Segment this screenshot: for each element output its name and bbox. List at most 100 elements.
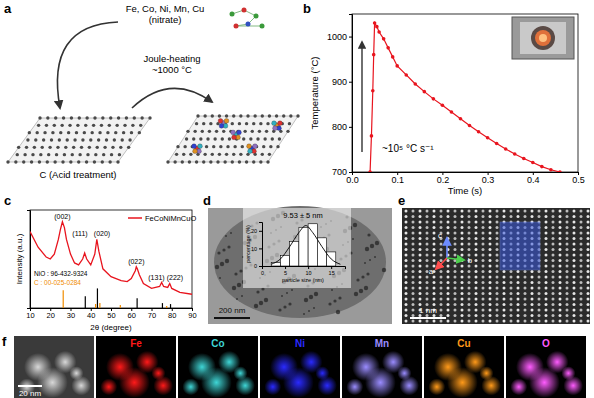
lattice-dot: [559, 232, 562, 235]
carbon-atom: [221, 137, 224, 140]
lattice-dot: [531, 287, 534, 290]
lattice-dot: [468, 248, 471, 251]
lattice-dot: [447, 265, 450, 268]
lattice-dot: [468, 309, 471, 312]
carbon-atom: [59, 131, 62, 134]
lattice-dot: [447, 314, 450, 317]
lattice-dot: [468, 281, 471, 284]
lattice-dot: [447, 210, 450, 213]
lattice-dot: [538, 215, 541, 218]
carbon-atom: [50, 138, 53, 141]
lattice-dot: [552, 292, 555, 295]
lattice-dot: [545, 221, 548, 224]
lattice-dot: [461, 309, 464, 312]
carbon-atom: [53, 160, 56, 163]
carbon-atom: [96, 146, 99, 149]
lattice-dot: [412, 226, 415, 229]
lattice-dot: [468, 226, 471, 229]
lattice-dot: [440, 221, 443, 224]
data-point: [459, 117, 463, 121]
lattice-dot: [566, 287, 569, 290]
nanoparticle: [286, 292, 288, 294]
lattice-dot: [552, 215, 555, 218]
carbon-atom: [76, 124, 79, 127]
eds-tile: O: [506, 336, 586, 398]
data-point: [370, 134, 374, 138]
nanoparticle: [354, 292, 358, 296]
reference-stem: [97, 288, 98, 308]
lattice-dot: [426, 210, 429, 213]
lattice-dot: [454, 215, 457, 218]
schematic: Fe, Co, Ni, Mn, Cu(nitrate)Joule-heating…: [6, 3, 299, 180]
precursor-text: (nitrate): [149, 14, 182, 25]
lattice-dot: [475, 265, 478, 268]
lattice-dot: [475, 215, 478, 218]
lattice-dot: [489, 287, 492, 290]
carbon-atom: [231, 160, 234, 163]
lattice-dot: [482, 232, 485, 235]
carbon-atom: [102, 153, 105, 156]
lattice-dot: [433, 215, 436, 218]
nanoparticle: [225, 259, 229, 263]
signal-blob: [561, 366, 575, 380]
lattice-dot: [496, 292, 499, 295]
lattice-dot: [482, 276, 485, 279]
lattice-dot: [573, 320, 576, 323]
lattice-dot: [538, 270, 541, 273]
signal-blob: [397, 366, 411, 380]
lattice-dot: [412, 270, 415, 273]
carbon-atom: [218, 114, 221, 117]
carbon-atom: [238, 122, 241, 125]
lattice-dot: [573, 254, 576, 257]
carbon-atom: [78, 153, 81, 156]
lattice-dot: [433, 287, 436, 290]
carbon-atom: [28, 131, 31, 134]
carbon-atom: [289, 114, 292, 117]
lattice-dot: [482, 292, 485, 295]
axis-line: [263, 267, 346, 270]
lattice-dot: [580, 303, 583, 306]
precursor-molecule: [230, 8, 265, 29]
metal-atom: [278, 121, 283, 126]
tick-mark: [349, 127, 352, 128]
lattice-dot: [475, 276, 478, 279]
axis: 102030405060708090: [26, 308, 196, 320]
panel-label: a: [4, 1, 12, 16]
lattice-dot: [489, 320, 492, 323]
signal-blob: [447, 367, 478, 398]
image-bg: [402, 208, 590, 324]
lattice-dot: [482, 314, 485, 317]
lattice-dot: [489, 232, 492, 235]
lattice-dot: [587, 281, 590, 284]
carbon-atom: [86, 153, 89, 156]
lattice-dot: [468, 210, 471, 213]
lattice-dot: [552, 243, 555, 246]
lattice-dot: [566, 226, 569, 229]
lattice-dot: [482, 254, 485, 257]
lattice-dot: [440, 259, 443, 262]
lattice-dot: [517, 314, 520, 317]
carbon-atom: [125, 116, 128, 119]
axis-arrow: [446, 238, 448, 258]
lattice-dot: [496, 237, 499, 240]
xrd-chart: 102030405060708090FeCoNiMnCuONiO : 96-43…: [15, 210, 197, 332]
data-point: [372, 53, 376, 57]
tick: 0.2: [437, 172, 450, 185]
lattice-dot: [461, 292, 464, 295]
tick: 5: [284, 266, 287, 276]
lattice-dot: [531, 270, 534, 273]
axis-arrow: [447, 258, 464, 260]
lattice-dot: [461, 254, 464, 257]
lattice-dot: [461, 265, 464, 268]
element-label: Mn: [375, 338, 389, 349]
lattice-dot: [517, 303, 520, 306]
histogram-bar: [308, 224, 317, 266]
carbon-atom: [23, 153, 26, 156]
lattice-dot: [447, 259, 450, 262]
carbon-atom: [265, 130, 268, 133]
lattice-dot: [468, 314, 471, 317]
carbon-atom: [262, 145, 265, 148]
lattice-dot: [433, 292, 436, 295]
lattice-dot: [412, 292, 415, 295]
carbon-atom: [30, 160, 33, 163]
